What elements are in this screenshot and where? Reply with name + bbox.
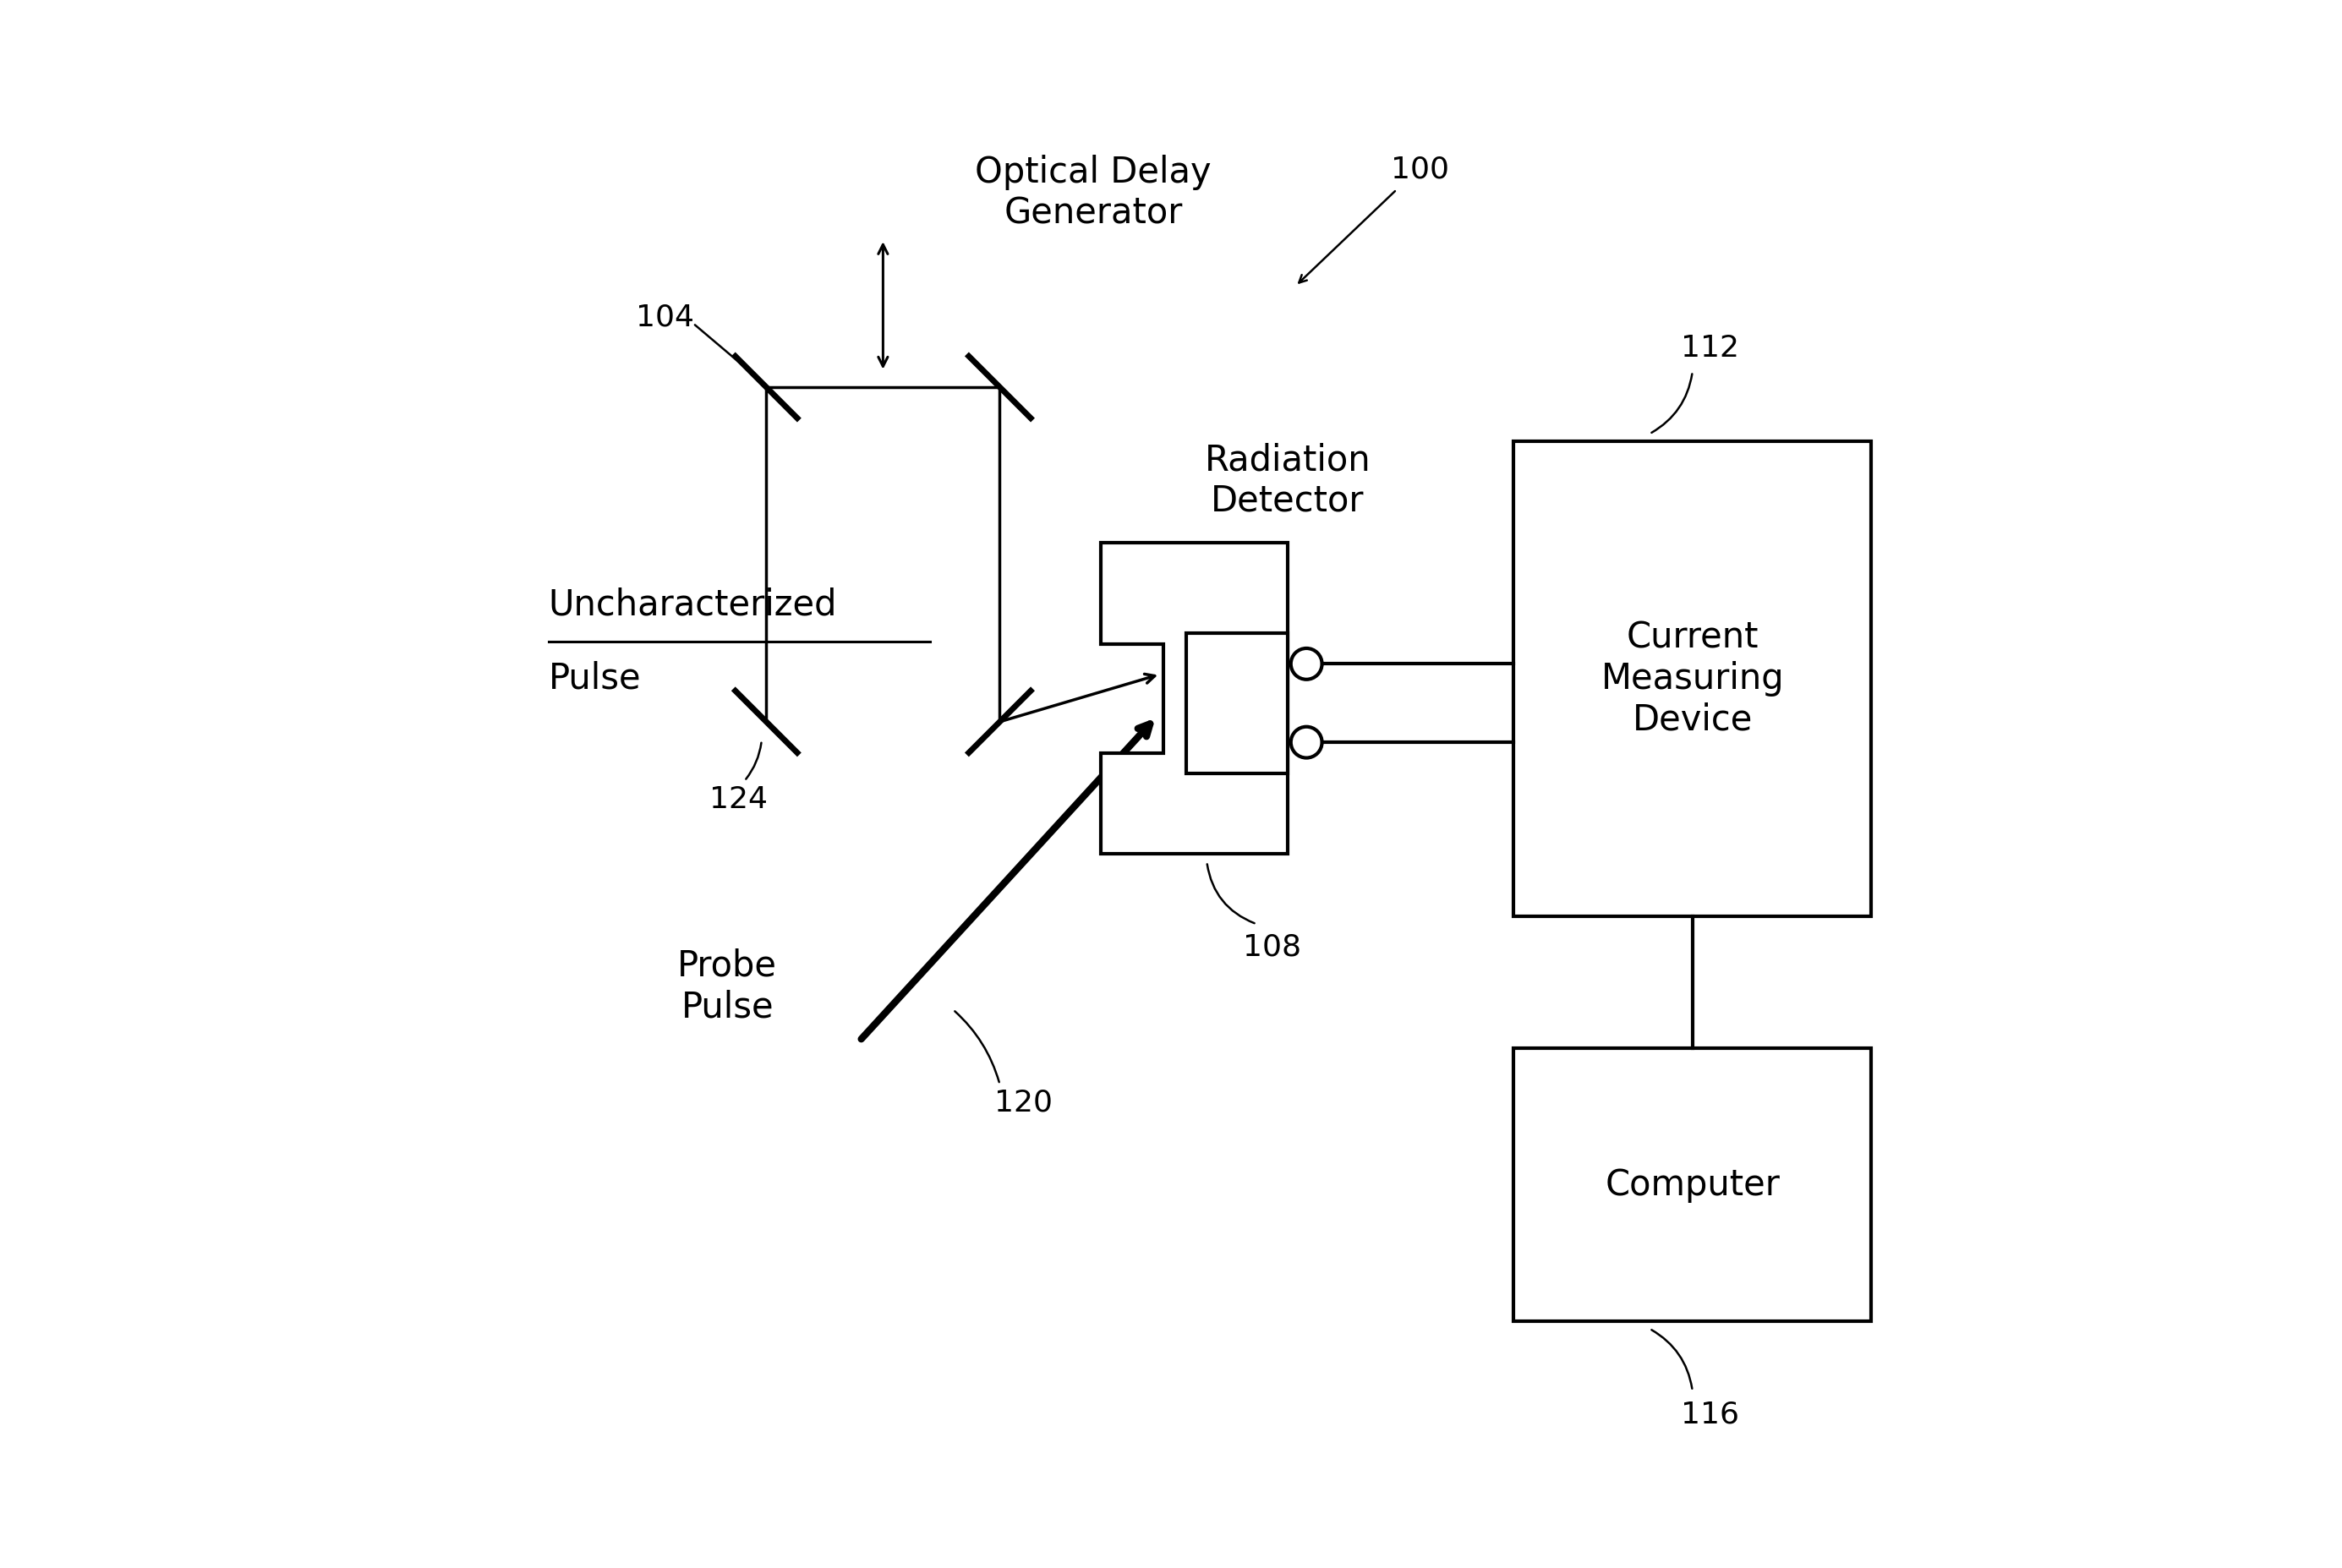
Bar xyxy=(1513,1049,1871,1320)
Text: Probe
Pulse: Probe Pulse xyxy=(677,949,778,1024)
Text: Radiation
Detector: Radiation Detector xyxy=(1204,442,1370,519)
Polygon shape xyxy=(1101,543,1288,855)
Text: Pulse: Pulse xyxy=(548,660,642,696)
Text: 116: 116 xyxy=(1682,1400,1740,1428)
Text: 100: 100 xyxy=(1391,155,1450,183)
Text: 108: 108 xyxy=(1244,933,1302,961)
Text: 120: 120 xyxy=(993,1088,1052,1118)
Text: Current
Measuring
Device: Current Measuring Device xyxy=(1602,619,1785,739)
Text: 104: 104 xyxy=(637,303,693,331)
Text: 112: 112 xyxy=(1682,334,1740,362)
Text: Uncharacterized: Uncharacterized xyxy=(548,588,836,622)
Text: Optical Delay
Generator: Optical Delay Generator xyxy=(974,154,1211,230)
Bar xyxy=(1187,633,1288,773)
Bar xyxy=(1513,442,1871,916)
Text: 124: 124 xyxy=(710,786,768,814)
Text: Computer: Computer xyxy=(1604,1167,1780,1203)
